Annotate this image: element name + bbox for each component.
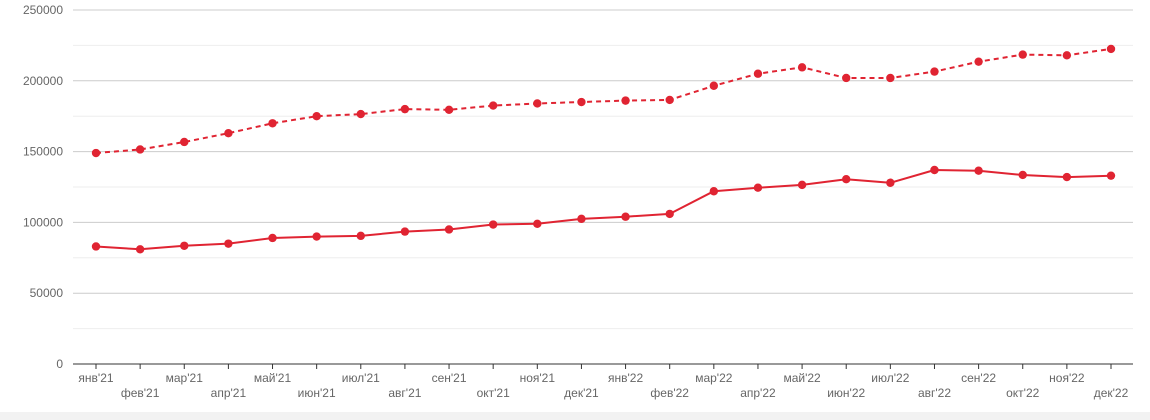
series-2-point — [356, 231, 365, 241]
series-2-point — [533, 219, 542, 229]
x-tick-label: сен'22 — [961, 371, 996, 385]
series-2-point — [886, 178, 895, 187]
y-tick-label: 150000 — [23, 145, 63, 159]
x-tick-label: мар'22 — [695, 371, 733, 385]
bottom-strip — [0, 412, 1150, 420]
x-tick-label: май'21 — [254, 371, 292, 385]
x-tick-label: дек'22 — [1094, 386, 1129, 400]
series-1-point — [312, 112, 321, 121]
series-1-point — [1018, 50, 1027, 59]
series-2-point — [224, 239, 233, 248]
x-tick-label: янв'21 — [78, 371, 113, 385]
series-2-point — [312, 232, 321, 241]
x-tick-label: мар'21 — [166, 371, 204, 385]
series-2-point — [488, 220, 498, 229]
series-2-point — [665, 209, 674, 219]
series-1-point — [356, 109, 365, 119]
series-2-point — [709, 187, 719, 196]
series-2-point — [753, 183, 763, 192]
series-1-point — [533, 99, 542, 108]
series-2-point — [797, 180, 807, 190]
x-tick-label: май'22 — [783, 371, 821, 385]
series-1-point — [709, 81, 719, 90]
series-1-point — [180, 137, 189, 147]
series-1-point — [224, 128, 233, 138]
series-2-line — [95, 169, 1112, 251]
y-tick-label: 250000 — [23, 3, 63, 17]
x-tick-label: ноя'22 — [1049, 371, 1085, 385]
series-2-point — [135, 245, 145, 254]
series-2-point — [1106, 171, 1116, 180]
x-tick-label: июл'22 — [871, 371, 909, 385]
series-2-point — [444, 225, 454, 234]
series-1-point — [842, 73, 851, 83]
y-tick-label: 200000 — [23, 74, 63, 88]
series-1-point — [91, 148, 101, 158]
x-tick-label: июн'22 — [827, 386, 865, 400]
x-tick-label: июн'21 — [298, 386, 336, 400]
series-2-point — [1018, 170, 1027, 180]
series-1-point — [444, 105, 454, 115]
x-tick-label: авг'22 — [918, 386, 951, 400]
x-tick-label: апр'21 — [211, 386, 247, 400]
series-2-point — [400, 227, 410, 236]
y-tick-label: 0 — [56, 357, 63, 371]
y-axis-ticks: 0 50000 100000 150000 200000 250000 — [23, 3, 63, 371]
series-1-line — [95, 47, 1112, 154]
series-1-point — [665, 95, 674, 105]
series-2-point — [91, 242, 101, 251]
x-tick-label: окт'22 — [1006, 386, 1040, 400]
x-tick-label: фев'22 — [650, 386, 689, 400]
series-1-point — [797, 63, 807, 72]
series-2-point — [268, 233, 277, 243]
series-2-point — [930, 165, 939, 175]
series-2-point — [621, 212, 630, 221]
series-1-point — [488, 101, 498, 110]
x-tick-label: фев'21 — [121, 386, 160, 400]
x-tick-label: ноя'21 — [520, 371, 556, 385]
series-2-point — [180, 241, 189, 250]
series-1-point — [1062, 51, 1072, 60]
x-tick-label: апр'22 — [740, 386, 776, 400]
series-1-point — [930, 67, 939, 76]
series-1-point — [577, 97, 586, 107]
series-1-point — [268, 119, 277, 128]
series-layer — [91, 44, 1116, 254]
x-tick-label: авг'21 — [388, 386, 421, 400]
series-1-point — [135, 145, 145, 154]
series-2-point — [577, 214, 586, 224]
x-tick-label: янв'22 — [608, 371, 643, 385]
y-tick-label: 100000 — [23, 215, 63, 229]
x-axis-ticks: янв'21 фев'21 мар'21 апр'21 май'21 июн'21 июл'… — [78, 364, 1129, 400]
series-2-point — [1062, 172, 1072, 182]
y-tick-label: 50000 — [30, 286, 64, 300]
series-2-point — [842, 175, 851, 184]
x-tick-label: дек'21 — [564, 386, 599, 400]
grid-lines — [73, 9, 1133, 365]
series-1-point — [753, 69, 763, 78]
series-1-point — [621, 96, 630, 105]
x-tick-label: окт'21 — [477, 386, 511, 400]
series-1-point — [886, 73, 895, 83]
series-2-point — [974, 166, 983, 175]
x-tick-label: сен'21 — [432, 371, 467, 385]
series-1-point — [1106, 44, 1116, 54]
series-1-point — [974, 57, 983, 66]
x-tick-label: июл'21 — [342, 371, 380, 385]
series-1-point — [400, 104, 410, 114]
